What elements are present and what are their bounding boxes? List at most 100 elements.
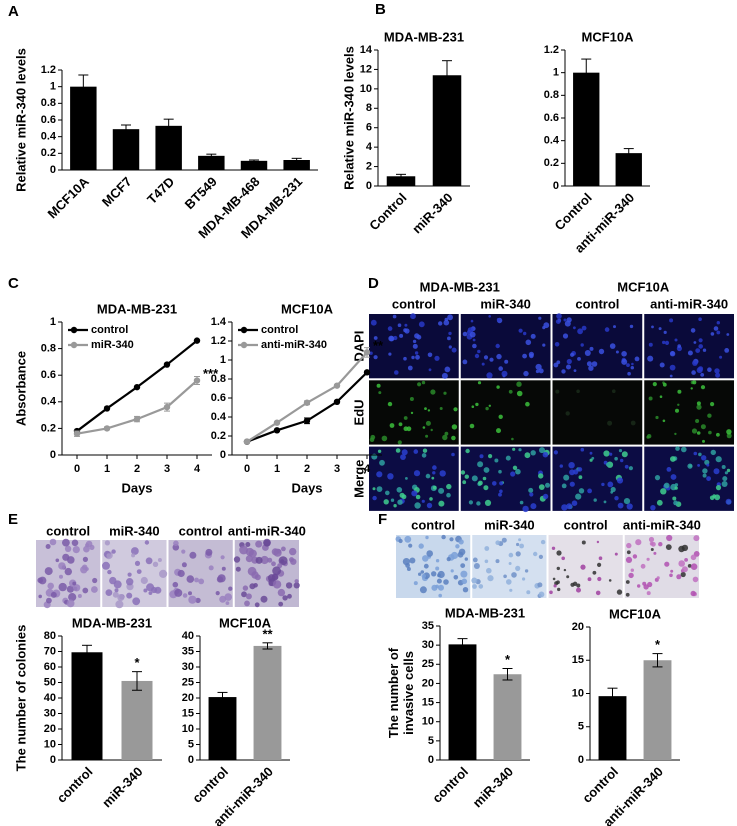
x-tick-label: 0 <box>244 463 250 475</box>
panel-letter: E <box>8 511 18 528</box>
y-tick-label: 1 <box>50 316 56 328</box>
cell <box>687 564 692 568</box>
y-tick-label: 0 <box>50 449 56 461</box>
cell <box>584 350 591 356</box>
cell <box>272 580 282 589</box>
cell <box>540 539 546 545</box>
cell <box>578 488 585 494</box>
cell <box>577 467 583 472</box>
cell <box>612 389 616 394</box>
cell <box>189 551 197 559</box>
cell <box>701 455 707 461</box>
cell <box>435 584 439 589</box>
cell <box>455 544 460 549</box>
cell <box>228 586 233 591</box>
cell <box>217 574 226 583</box>
cell <box>439 407 443 410</box>
cell <box>443 579 449 585</box>
cell <box>271 561 276 567</box>
cell <box>235 566 241 572</box>
cell <box>420 570 425 574</box>
micrograph <box>369 380 459 445</box>
cell <box>687 463 693 469</box>
y-tick-label: 70 <box>44 645 56 657</box>
cell <box>431 476 435 480</box>
cell <box>549 590 553 595</box>
cell <box>448 345 452 349</box>
cell <box>82 564 88 570</box>
cell <box>634 356 640 362</box>
cell <box>716 432 720 437</box>
y-tick-label: 0 <box>366 180 372 192</box>
cell <box>487 575 494 582</box>
y-tick-label: 0.2 <box>41 147 56 159</box>
cell <box>92 577 98 584</box>
cell <box>674 486 678 490</box>
cell <box>131 547 139 555</box>
cell <box>403 356 407 361</box>
y-tick-label: 0.8 <box>544 89 559 101</box>
cell <box>470 319 474 323</box>
cell <box>696 401 701 406</box>
cell <box>625 556 633 564</box>
y-tick-label: 30 <box>44 707 56 719</box>
cell <box>538 591 545 598</box>
bar <box>386 176 416 186</box>
cell <box>609 343 616 349</box>
cell <box>393 335 398 341</box>
cell <box>570 582 575 587</box>
error-bar <box>623 148 634 159</box>
cell <box>555 389 560 394</box>
cell <box>563 318 567 322</box>
cell <box>136 569 142 574</box>
marker <box>303 417 311 424</box>
y-tick-label: 0.2 <box>41 422 56 434</box>
legend-label: control <box>91 324 128 336</box>
x-tick-label: control <box>579 764 621 806</box>
cell <box>443 319 450 326</box>
cell <box>687 350 693 356</box>
cell <box>414 502 421 509</box>
chart-title: MCF10A <box>281 301 334 316</box>
cell <box>472 557 478 563</box>
y-axis-label: Relative miR-340 levels <box>13 48 28 192</box>
cell <box>566 317 572 323</box>
y-tick-label: 30 <box>182 661 194 673</box>
cell <box>369 437 375 443</box>
y-tick-label: 20 <box>572 621 584 633</box>
cell <box>369 351 373 355</box>
cell <box>706 476 711 481</box>
x-axis-label: Days <box>291 480 322 495</box>
cell <box>242 585 249 591</box>
cell <box>422 426 426 429</box>
cell <box>188 591 192 596</box>
cell <box>522 577 526 581</box>
cell <box>553 584 557 588</box>
error-bar <box>249 159 259 163</box>
cell <box>617 502 624 509</box>
cell <box>387 401 393 407</box>
cell <box>593 498 597 502</box>
cell <box>498 414 503 419</box>
cell <box>458 539 464 545</box>
cell <box>372 495 377 501</box>
column-label: miR-340 <box>480 296 531 311</box>
cell <box>637 584 641 588</box>
cell <box>508 562 512 565</box>
cell <box>245 542 251 547</box>
cell <box>419 586 427 594</box>
cell <box>542 451 549 458</box>
cell <box>468 500 473 505</box>
legend-label: anti-miR-340 <box>261 339 327 351</box>
y-tick-label: 10 <box>572 687 584 699</box>
y-tick-label: 5 <box>428 735 434 747</box>
cell <box>376 471 383 478</box>
cell <box>568 462 575 469</box>
cell <box>62 538 70 547</box>
cell <box>504 359 509 364</box>
cell <box>488 454 493 459</box>
cell <box>630 366 634 370</box>
cell <box>293 582 300 589</box>
cell <box>152 561 159 567</box>
